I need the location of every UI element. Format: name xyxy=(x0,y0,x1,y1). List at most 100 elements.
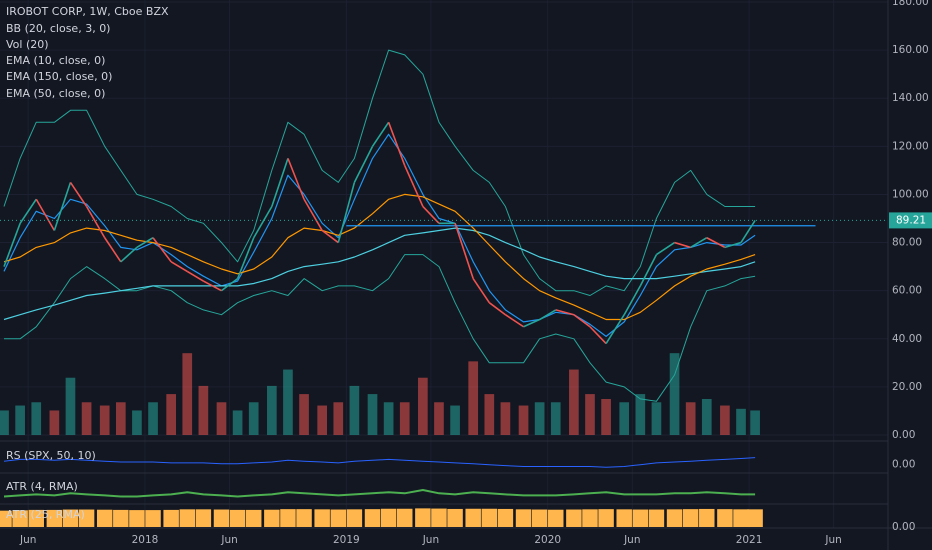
atr-bar xyxy=(380,508,397,527)
volume-bar xyxy=(669,353,680,435)
volume-bar xyxy=(216,402,227,435)
price-segment xyxy=(371,121,390,147)
price-segment xyxy=(120,246,138,263)
price-segment xyxy=(136,237,154,249)
atr-bar xyxy=(28,509,44,527)
atr-bar xyxy=(280,509,296,527)
y-tick-label: 20.00 xyxy=(892,381,922,393)
atr-bar xyxy=(78,509,95,527)
price-segment xyxy=(287,158,305,200)
volume-bar xyxy=(399,402,410,435)
price-segment xyxy=(404,165,424,207)
price-segment xyxy=(690,237,708,249)
volume-bar xyxy=(198,385,209,435)
ema-line xyxy=(3,227,756,321)
volume-bar xyxy=(99,405,110,435)
atr-bar xyxy=(682,509,699,527)
volume-bar xyxy=(484,394,495,435)
atr-bar xyxy=(481,508,498,527)
price-segment xyxy=(35,198,56,231)
atr-bar xyxy=(145,510,161,527)
atr-bar xyxy=(566,509,582,527)
atr-bar xyxy=(12,510,28,527)
atr-bar xyxy=(163,509,179,527)
volume-bar xyxy=(132,410,142,435)
price-segment xyxy=(337,182,356,243)
y-tick-label: 80.00 xyxy=(892,237,922,249)
x-tick-label: 2020 xyxy=(534,534,561,546)
atr-bar xyxy=(62,509,79,527)
volume-bar xyxy=(333,402,344,435)
volume-bar xyxy=(635,394,646,435)
price-segment xyxy=(236,237,255,279)
atr-bar xyxy=(497,508,514,527)
atr-bar xyxy=(666,509,683,527)
pane-label: ATR (4, RMA) xyxy=(6,480,78,493)
atr-bar xyxy=(598,509,614,527)
volume-bar xyxy=(601,399,611,435)
volume-bar xyxy=(418,377,428,435)
last-price-box xyxy=(889,212,932,229)
atr-bar xyxy=(632,509,649,527)
price-segment xyxy=(573,314,591,328)
price-segment xyxy=(655,241,676,256)
atr-bar xyxy=(296,509,312,527)
price-segment xyxy=(639,254,658,287)
atr-bar xyxy=(648,509,665,527)
atr-bar xyxy=(465,508,481,527)
volume-bar xyxy=(283,369,293,435)
atr-bar xyxy=(195,509,212,527)
legend-entry: Vol (20) xyxy=(6,38,49,51)
atr-bar xyxy=(582,509,598,527)
legend-entry: EMA (150, close, 0) xyxy=(6,70,112,83)
atr-bar xyxy=(330,509,347,527)
price-segment xyxy=(472,278,490,304)
y-tick-label: 0.00 xyxy=(892,521,915,533)
atr-bar xyxy=(699,508,715,527)
volume-bar xyxy=(299,394,309,435)
atr-bar xyxy=(245,509,262,527)
price-segment xyxy=(271,158,289,207)
atr-bar xyxy=(264,509,280,527)
price-segment xyxy=(104,237,122,263)
volume-bar xyxy=(65,377,76,435)
volume-bar xyxy=(534,402,545,435)
atr-bar xyxy=(415,508,431,527)
chart-title: IROBOT CORP, 1W, Cboe BZX xyxy=(6,5,169,18)
x-tick-label: 2018 xyxy=(132,534,159,546)
x-tick-label: Jun xyxy=(824,534,841,546)
atr-bar xyxy=(229,509,246,527)
price-segment xyxy=(353,145,374,183)
volume-bar xyxy=(267,385,277,435)
price-segment xyxy=(674,241,691,249)
volume-bar xyxy=(182,353,193,435)
x-tick-label: Jun xyxy=(19,534,36,546)
price-segment xyxy=(623,285,642,316)
atr-bar xyxy=(46,509,63,527)
price-segment xyxy=(504,314,524,328)
volume-bar xyxy=(550,402,561,435)
price-segment xyxy=(387,121,406,166)
atr-bar xyxy=(346,509,363,527)
volume-bar xyxy=(518,405,529,435)
legend-entry: EMA (10, close, 0) xyxy=(6,54,105,67)
volume-bar xyxy=(434,402,444,435)
atr-bar xyxy=(717,509,733,527)
volume-bar xyxy=(115,402,126,435)
price-segment xyxy=(740,219,756,243)
volume-bar xyxy=(750,410,760,435)
atr-bar xyxy=(213,509,230,527)
atr-bar xyxy=(616,509,632,527)
volume-bar xyxy=(468,361,479,435)
pane-label: RS (SPX, 50, 10) xyxy=(6,449,96,462)
atr-bar xyxy=(447,508,463,527)
volume-bar xyxy=(166,394,176,435)
plot xyxy=(0,49,888,527)
atr-bar xyxy=(733,509,749,527)
atr-line xyxy=(3,489,756,498)
legend-entry: EMA (50, close, 0) xyxy=(6,87,105,100)
price-segment xyxy=(321,229,339,244)
price-segment xyxy=(488,302,506,316)
